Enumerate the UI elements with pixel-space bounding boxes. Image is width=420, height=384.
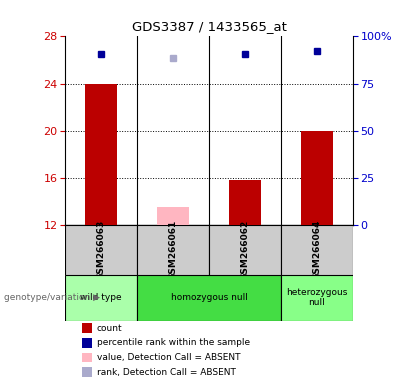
Text: percentile rank within the sample: percentile rank within the sample [97,338,250,348]
Bar [65,275,137,321]
Bar [65,225,137,275]
Text: GSM266063: GSM266063 [97,220,105,280]
Bar [209,225,281,275]
Bar [281,275,353,321]
Bar [157,207,189,225]
Text: heterozygous
null: heterozygous null [286,288,347,307]
Text: GSM266062: GSM266062 [240,220,249,280]
Text: homozygous null: homozygous null [171,293,247,302]
Text: rank, Detection Call = ABSENT: rank, Detection Call = ABSENT [97,367,236,377]
Bar [281,225,353,275]
Bar [229,180,261,225]
Title: GDS3387 / 1433565_at: GDS3387 / 1433565_at [131,20,286,33]
Text: GSM266061: GSM266061 [168,220,178,280]
Text: GSM266064: GSM266064 [312,219,321,280]
Text: wild type: wild type [80,293,122,302]
Bar [137,275,281,321]
Text: value, Detection Call = ABSENT: value, Detection Call = ABSENT [97,353,240,362]
Bar [85,84,117,225]
Bar [301,131,333,225]
Text: count: count [97,324,122,333]
Bar [137,225,209,275]
Text: genotype/variation ▶: genotype/variation ▶ [4,293,100,302]
